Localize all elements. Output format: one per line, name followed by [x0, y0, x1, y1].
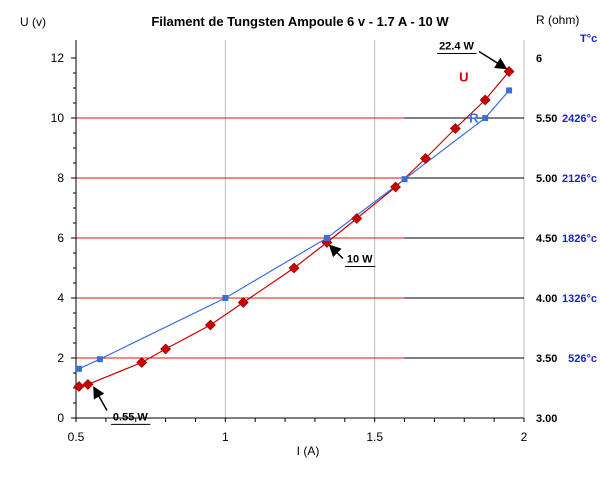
- series-label-U: U: [459, 70, 468, 85]
- y-axis-right-label: R (ohm): [536, 13, 579, 27]
- x-axis-label: I (A): [297, 444, 320, 458]
- x-tick-label: 1.5: [366, 430, 383, 444]
- x-tick-label: 0.5: [68, 430, 85, 444]
- y-right-tick-label: 4.50: [536, 233, 557, 245]
- temperature-label: 1326°c: [562, 293, 597, 305]
- annotation-label: 22.4 W: [439, 41, 474, 53]
- data-point-R: [401, 176, 408, 183]
- x-tick-label: 2: [521, 430, 528, 444]
- data-point-U: [160, 343, 172, 355]
- temperature-label: 526°c: [568, 353, 597, 365]
- y-right-tick-label: 5.00: [536, 173, 557, 185]
- annotations: U R 0.55 W 10 W 22.4 W: [93, 41, 508, 425]
- data-point-U: [288, 262, 300, 274]
- y-right-tick-label: 3.00: [536, 413, 557, 425]
- y-right-tick-label: 3.50: [536, 353, 557, 365]
- y-right-tick-label: 4.00: [536, 293, 557, 305]
- temperature-label: 2426°c: [562, 113, 597, 125]
- y-right-tick-label: 6: [536, 53, 542, 65]
- y-left-tick-label: 0: [57, 411, 64, 425]
- axes: [71, 40, 525, 422]
- data-point-R: [222, 295, 229, 301]
- series-line-U: [78, 71, 510, 388]
- data-point-U: [390, 181, 401, 193]
- data-point-U: [204, 319, 216, 331]
- y-left-tick-label: 8: [57, 171, 64, 185]
- data-point-U: [479, 94, 491, 106]
- data-point-R: [506, 87, 513, 94]
- data-point-U: [237, 297, 249, 308]
- tick-labels: 0 2 4 6 8 10 12 0.5 1 1.5 2 3.00 3.50 4.00 4.50 5.00 5.5…: [51, 51, 597, 444]
- data-point-R: [482, 115, 489, 121]
- gridlines: [76, 40, 525, 418]
- y-left-tick-label: 6: [57, 231, 64, 245]
- temperature-header: T°c: [580, 33, 597, 45]
- annotation-label: 10 W: [347, 254, 373, 266]
- data-point-R: [96, 356, 103, 363]
- temperature-label: 1826°c: [562, 233, 597, 245]
- data-point-U: [136, 357, 148, 368]
- x-tick-label: 1: [222, 430, 229, 444]
- series-markers: [73, 66, 515, 392]
- annotation-arrow: [328, 244, 344, 260]
- annotation-arrow: [478, 50, 508, 70]
- annotation-arrow: [93, 386, 108, 411]
- chart-title: Filament de Tungsten Ampoule 6 v - 1.7 A…: [151, 14, 449, 29]
- data-point-U: [420, 153, 431, 164]
- y-right-tick-label: 5.50: [536, 113, 557, 125]
- y-axis-left-label: U (v): [20, 15, 46, 29]
- temperature-label: 2126°c: [562, 173, 597, 185]
- y-left-tick-label: 4: [57, 291, 64, 305]
- series-label-R: R: [469, 110, 479, 125]
- series-lines: [78, 71, 510, 388]
- annotation-label: 0.55 W: [113, 411, 148, 423]
- data-point-U: [73, 381, 85, 392]
- data-point-R: [75, 365, 82, 372]
- data-point-U: [82, 378, 94, 390]
- data-point-U: [449, 123, 461, 134]
- data-point-R: [323, 235, 330, 241]
- y-left-tick-label: 12: [51, 51, 65, 65]
- y-left-tick-label: 2: [57, 351, 64, 365]
- data-point-U: [351, 213, 363, 224]
- y-left-tick-label: 10: [51, 111, 65, 125]
- series-line-R: [78, 90, 510, 370]
